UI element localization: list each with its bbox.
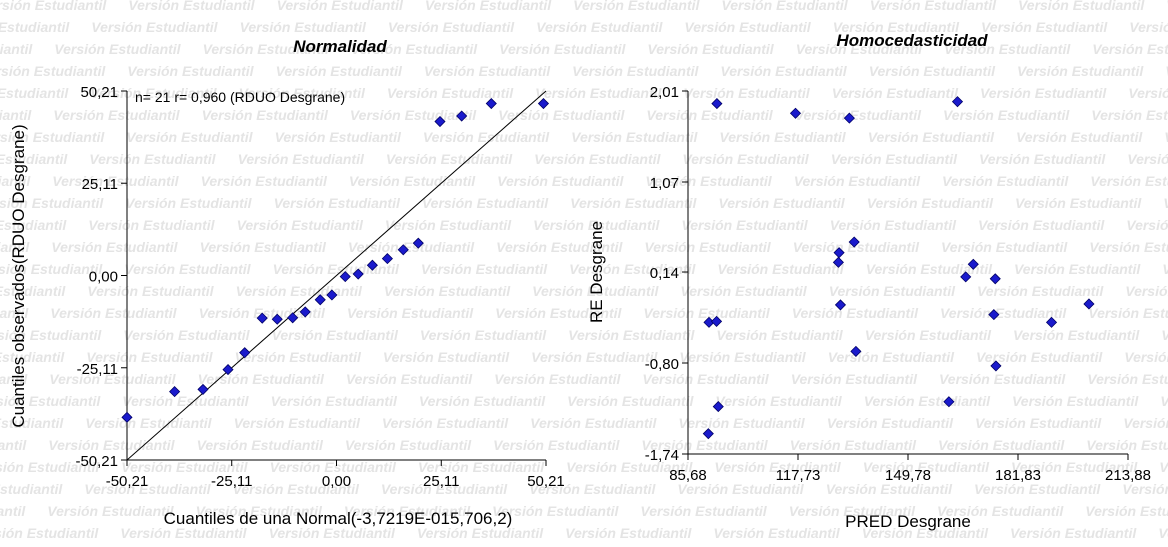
homoscedasticity-point <box>960 271 972 283</box>
homoscedasticity-y-tick-label: 1,07 <box>650 175 679 192</box>
homoscedasticity-x-label: PRED Desgrane <box>845 512 971 531</box>
homoscedasticity-point <box>843 112 855 124</box>
normality-point <box>197 383 209 395</box>
normality-point <box>314 294 326 306</box>
normality-point <box>537 97 550 110</box>
normality-x-tick-label: 0,00 <box>322 473 351 490</box>
normality-point <box>239 347 251 359</box>
homoscedasticity-point <box>832 256 844 268</box>
homoscedasticity-x-tick-label: 117,73 <box>776 467 821 484</box>
homoscedasticity-point <box>710 315 723 327</box>
homoscedasticity-point <box>702 428 714 440</box>
normality-point <box>299 306 311 318</box>
homoscedasticity-point <box>711 98 723 110</box>
normality-title: Normalidad <box>293 37 387 56</box>
normality-point <box>366 259 378 271</box>
normality-reference-line <box>126 90 547 461</box>
normality-y-tick-label: 50,21 <box>80 84 118 101</box>
normality-point <box>121 411 133 423</box>
homoscedasticity-point <box>833 247 845 259</box>
normality-point <box>222 364 234 376</box>
homoscedasticity-y-label: RE Desgrane <box>587 221 606 323</box>
normality-point <box>271 313 283 325</box>
normality-x-tick-label: -25,11 <box>211 473 252 490</box>
homoscedasticity-y-tick-label: -1,74 <box>645 447 679 464</box>
homoscedasticity-point <box>1083 298 1095 310</box>
normality-point <box>456 110 468 122</box>
homoscedasticity-x-tick-label: 181,83 <box>995 467 1041 484</box>
normality-point <box>381 253 393 265</box>
normality-x-label: Cuantiles de una Normal(-3,7219E-015,706… <box>164 509 513 528</box>
homoscedasticity-y-tick-label: 2,01 <box>650 84 679 101</box>
normality-x-tick-label: -50,21 <box>106 473 149 490</box>
normality-y-tick-label: -50,21 <box>75 453 118 470</box>
homoscedasticity-point <box>1045 316 1058 328</box>
homoscedasticity-title: Homocedasticidad <box>836 31 988 50</box>
homoscedasticity-point <box>989 273 1001 285</box>
homoscedasticity-y-tick-label: -0,80 <box>645 356 679 373</box>
normality-point <box>287 312 299 324</box>
homoscedasticity-point <box>712 401 724 413</box>
normality-x-tick-label: 25,11 <box>423 473 459 490</box>
homoscedasticity-x-tick-label: 85,68 <box>669 467 707 484</box>
homoscedasticity-point <box>848 236 860 248</box>
normality-x-tick-label: 50,21 <box>527 473 565 490</box>
normality-point <box>339 271 351 283</box>
normality-y-tick-label: 0,00 <box>89 269 118 286</box>
normality-point <box>326 289 338 301</box>
normality-y-label: Cuantiles observados(RDUO Desgrane) <box>9 124 28 427</box>
normality-point <box>412 237 424 249</box>
homoscedasticity-point <box>789 107 802 119</box>
normality-point <box>352 268 364 280</box>
normality-point <box>397 244 409 256</box>
homoscedasticity-x-tick-label: 213,88 <box>1105 467 1151 484</box>
homoscedasticity-point <box>834 299 847 311</box>
homoscedasticity-point <box>988 309 1000 321</box>
homoscedasticity-x-tick-label: 149,78 <box>885 467 931 484</box>
normality-point <box>434 115 446 128</box>
homoscedasticity-point <box>850 345 862 357</box>
homoscedasticity-point <box>967 258 979 270</box>
normality-point <box>169 386 181 398</box>
homoscedasticity-y-tick-label: 0,14 <box>650 265 679 282</box>
homoscedasticity-point <box>951 96 964 108</box>
normality-point <box>256 312 268 324</box>
normality-y-tick-label: -25,11 <box>77 361 118 378</box>
homoscedasticity-point <box>943 396 955 408</box>
normality-annotation: n= 21 r= 0,960 (RDUO Desgrane) <box>135 89 345 105</box>
homoscedasticity-point <box>990 360 1002 372</box>
normality-point <box>485 97 497 110</box>
normality-y-tick-label: 25,11 <box>82 176 118 193</box>
